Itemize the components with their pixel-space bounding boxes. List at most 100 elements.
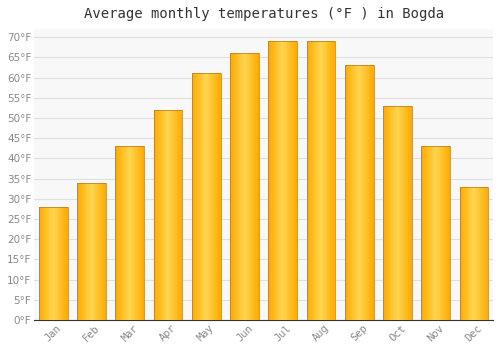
- Bar: [40, 207, 41, 320]
- Bar: [132, 146, 133, 320]
- Bar: [387, 106, 388, 320]
- Bar: [205, 74, 206, 320]
- Bar: [258, 53, 259, 320]
- Bar: [373, 65, 374, 320]
- Bar: [249, 53, 250, 320]
- Bar: [430, 146, 431, 320]
- Bar: [345, 65, 346, 320]
- Bar: [322, 41, 323, 320]
- Bar: [350, 65, 351, 320]
- Bar: [99, 183, 100, 320]
- Bar: [367, 65, 368, 320]
- Bar: [201, 74, 202, 320]
- Bar: [441, 146, 442, 320]
- Bar: [80, 183, 81, 320]
- Bar: [216, 74, 217, 320]
- Bar: [104, 183, 105, 320]
- Bar: [215, 74, 216, 320]
- Bar: [204, 74, 205, 320]
- Bar: [180, 110, 181, 320]
- Bar: [234, 53, 236, 320]
- Bar: [330, 41, 332, 320]
- Bar: [476, 187, 477, 320]
- Bar: [60, 207, 62, 320]
- Bar: [307, 41, 308, 320]
- Bar: [346, 65, 347, 320]
- Bar: [285, 41, 286, 320]
- Bar: [168, 110, 169, 320]
- Bar: [252, 53, 253, 320]
- Bar: [398, 106, 399, 320]
- Bar: [349, 65, 350, 320]
- Bar: [467, 187, 468, 320]
- Bar: [274, 41, 275, 320]
- Bar: [164, 110, 165, 320]
- Bar: [92, 183, 93, 320]
- Bar: [178, 110, 179, 320]
- Bar: [57, 207, 58, 320]
- Bar: [292, 41, 293, 320]
- Bar: [120, 146, 121, 320]
- Bar: [240, 53, 241, 320]
- Bar: [49, 207, 50, 320]
- Bar: [445, 146, 446, 320]
- Bar: [360, 65, 361, 320]
- Bar: [311, 41, 312, 320]
- Bar: [172, 110, 173, 320]
- Bar: [44, 207, 45, 320]
- Bar: [465, 187, 466, 320]
- Bar: [438, 146, 439, 320]
- Bar: [403, 106, 404, 320]
- Bar: [64, 207, 66, 320]
- Bar: [100, 183, 101, 320]
- Bar: [429, 146, 430, 320]
- Bar: [315, 41, 316, 320]
- Bar: [46, 207, 47, 320]
- Bar: [356, 65, 357, 320]
- Bar: [77, 183, 78, 320]
- Bar: [251, 53, 252, 320]
- Bar: [134, 146, 135, 320]
- Bar: [286, 41, 288, 320]
- Bar: [282, 41, 284, 320]
- Bar: [162, 110, 163, 320]
- Bar: [312, 41, 313, 320]
- Bar: [368, 65, 369, 320]
- Bar: [206, 74, 207, 320]
- Bar: [436, 146, 437, 320]
- Bar: [390, 106, 391, 320]
- Bar: [308, 41, 309, 320]
- Bar: [431, 146, 432, 320]
- Bar: [90, 183, 91, 320]
- Bar: [466, 187, 467, 320]
- Bar: [98, 183, 99, 320]
- Bar: [411, 106, 412, 320]
- Bar: [250, 53, 251, 320]
- Bar: [290, 41, 292, 320]
- Bar: [174, 110, 175, 320]
- Bar: [253, 53, 254, 320]
- Bar: [181, 110, 182, 320]
- Bar: [52, 207, 53, 320]
- Bar: [437, 146, 438, 320]
- Bar: [328, 41, 329, 320]
- Bar: [269, 41, 270, 320]
- Bar: [369, 65, 370, 320]
- Bar: [395, 106, 396, 320]
- Bar: [245, 53, 246, 320]
- Bar: [95, 183, 96, 320]
- Bar: [326, 41, 328, 320]
- Bar: [357, 65, 358, 320]
- Bar: [348, 65, 349, 320]
- Bar: [278, 41, 280, 320]
- Bar: [473, 187, 474, 320]
- Bar: [176, 110, 177, 320]
- Bar: [448, 146, 449, 320]
- Bar: [167, 110, 168, 320]
- Bar: [432, 146, 433, 320]
- Bar: [354, 65, 355, 320]
- Bar: [386, 106, 387, 320]
- Bar: [142, 146, 143, 320]
- Bar: [82, 183, 83, 320]
- Bar: [59, 207, 60, 320]
